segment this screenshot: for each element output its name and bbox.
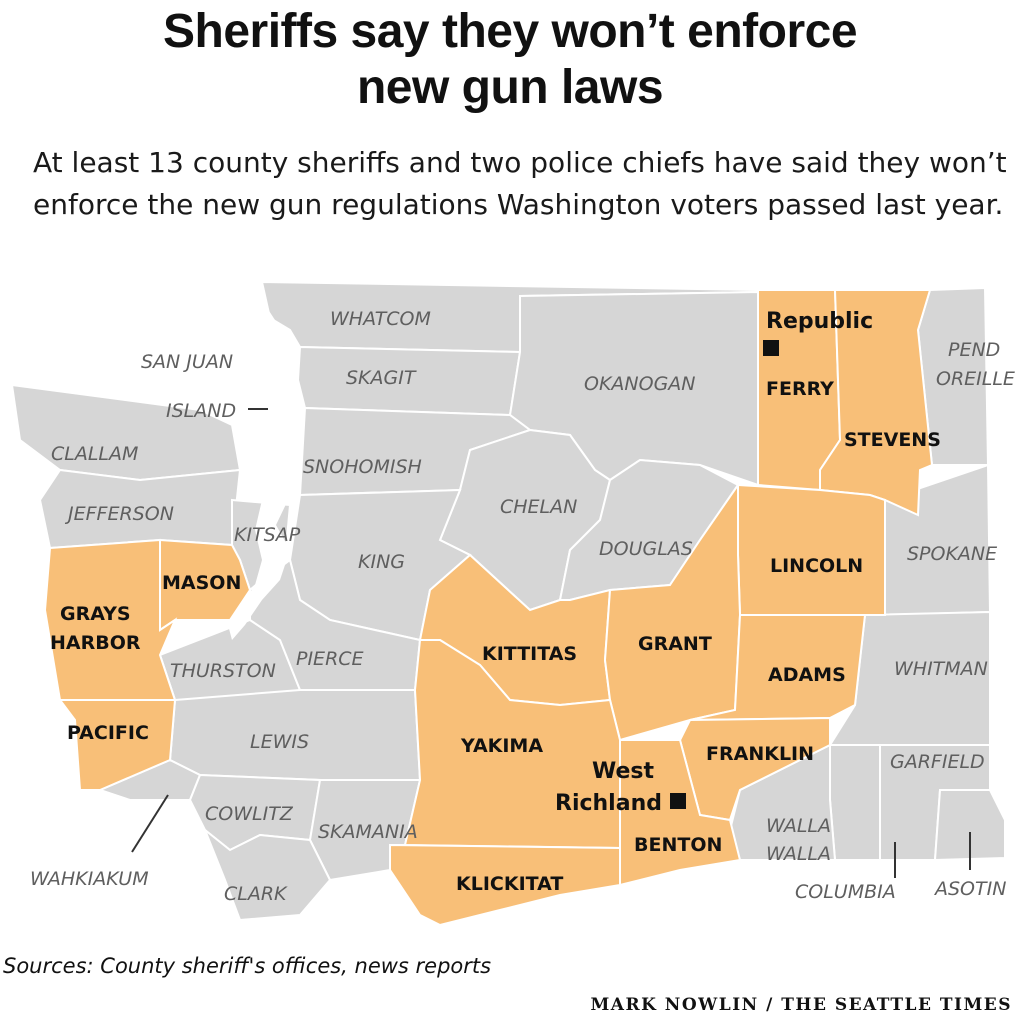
leader-lines	[131, 408, 971, 878]
label-west-richland-1: West	[592, 759, 654, 784]
wahkiakum-leader-line	[131, 794, 169, 853]
washington-map: WHATCOM SAN JUAN SKAGIT OKANOGAN PEND OR…	[10, 280, 1015, 927]
county-lincoln	[737, 483, 886, 616]
label-clallam: CLALLAM	[51, 443, 138, 465]
label-lewis: LEWIS	[250, 731, 309, 753]
label-pend-oreille-2: OREILLE	[936, 368, 1015, 390]
gray-county-labels: WHATCOM SAN JUAN SKAGIT OKANOGAN PEND OR…	[30, 308, 1015, 905]
county-grays-harbor	[43, 538, 178, 701]
label-walla-walla-2: WALLA	[766, 843, 831, 865]
label-cowlitz: COWLITZ	[205, 803, 294, 825]
label-okanogan: OKANOGAN	[584, 373, 696, 395]
puget-sound	[228, 300, 290, 640]
west-richland-marker	[670, 793, 686, 809]
highlighted-county-labels: FERRY STEVENS LINCOLN MASON GRAYS HARBOR…	[50, 378, 941, 895]
label-pend-oreille-1: PEND	[948, 339, 1000, 361]
label-west-richland-2: Richland	[555, 791, 662, 816]
label-franklin: FRANKLIN	[706, 743, 814, 765]
county-yakima	[403, 639, 621, 850]
label-grant: GRANT	[638, 633, 712, 655]
label-ferry: FERRY	[766, 378, 834, 400]
label-snohomish: SNOHOMISH	[303, 456, 422, 478]
chart-title: Sheriffs say they won’t enforce new gun …	[0, 4, 1020, 116]
label-island: ISLAND	[166, 400, 236, 422]
label-kittitas: KITTITAS	[482, 643, 577, 665]
label-whitman: WHITMAN	[894, 658, 988, 680]
label-grays-harbor-2: HARBOR	[50, 632, 141, 654]
label-kitsap: KITSAP	[234, 524, 301, 546]
county-columbia	[829, 744, 881, 861]
label-columbia: COLUMBIA	[795, 881, 896, 903]
label-lincoln: LINCOLN	[770, 555, 863, 577]
label-garfield: GARFIELD	[890, 751, 985, 773]
label-mason: MASON	[162, 572, 241, 594]
label-skagit: SKAGIT	[346, 367, 417, 389]
label-stevens: STEVENS	[844, 429, 941, 451]
title-line-2: new gun laws	[356, 61, 664, 114]
label-wahkiakum: WAHKIAKUM	[30, 868, 149, 890]
label-chelan: CHELAN	[500, 496, 577, 518]
sources-note: Sources: County sheriff's offices, news …	[3, 954, 492, 978]
title-line-1: Sheriffs say they won’t enforce	[162, 5, 858, 58]
label-republic: Republic	[766, 309, 873, 334]
label-spokane: SPOKANE	[907, 543, 997, 565]
republic-marker	[763, 340, 779, 356]
label-asotin: ASOTIN	[933, 878, 1006, 900]
label-clark: CLARK	[224, 883, 288, 905]
label-skamania: SKAMANIA	[318, 821, 418, 843]
label-san-juan: SAN JUAN	[141, 351, 233, 373]
county-clark	[202, 826, 332, 922]
credit-line: MARK NOWLIN / THE SEATTLE TIMES	[590, 995, 1012, 1015]
label-pacific: PACIFIC	[67, 722, 149, 744]
label-yakima: YAKIMA	[460, 735, 543, 757]
label-king: KING	[358, 551, 405, 573]
county-klickitat	[389, 843, 621, 927]
label-adams: ADAMS	[768, 664, 846, 686]
label-grays-harbor-1: GRAYS	[60, 603, 131, 625]
label-klickitat: KLICKITAT	[456, 873, 563, 895]
city-labels: Republic West Richland	[555, 309, 873, 816]
label-thurston: THURSTON	[170, 660, 276, 682]
label-pierce: PIERCE	[296, 648, 364, 670]
label-jefferson: JEFFERSON	[64, 503, 174, 525]
puget-sound-water	[228, 300, 290, 640]
county-pacific	[58, 699, 177, 791]
highlighted-counties	[43, 289, 934, 927]
subtitle: At least 13 county sheriffs and two poli…	[33, 146, 1007, 221]
county-stevens	[819, 289, 934, 517]
label-whatcom: WHATCOM	[330, 308, 431, 330]
label-benton: BENTON	[634, 834, 722, 856]
label-douglas: DOUGLAS	[599, 538, 693, 560]
county-asotin	[933, 789, 1006, 862]
label-walla-walla-1: WALLA	[766, 815, 831, 837]
